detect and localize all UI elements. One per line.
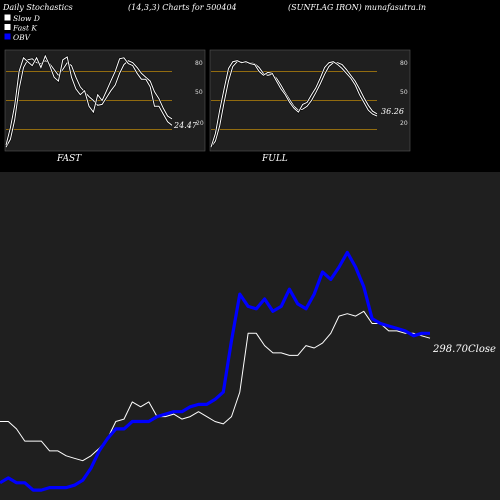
full-tick-50: 50 [400, 89, 408, 96]
bottom-series-close [0, 310, 431, 462]
bottom-series-obv [0, 250, 430, 492]
fast-last-value: 24.47 [173, 121, 198, 130]
fast-stochastic-panel: 80 50 20 24.47 [4, 49, 206, 152]
fast-series-fast-k [5, 54, 173, 146]
price-panel-background [0, 172, 500, 500]
close-value-label: 298.70Close [432, 344, 496, 355]
legend: Slow D Fast K OBV [4, 14, 40, 42]
title-left: Daily Stochastics [2, 3, 73, 12]
fast-tick-20: 20 [196, 120, 204, 127]
legend-label-fast-k: Fast K [12, 24, 37, 33]
fast-tick-50: 50 [195, 89, 203, 96]
full-stochastic-panel: 80 50 20 36.26 [209, 49, 411, 152]
legend-label-slow-d: Slow D [13, 14, 40, 23]
price-obv-panel: 298.70Close [0, 172, 500, 500]
close-suffix: Close [468, 344, 496, 355]
close-value: 298.70 [432, 344, 469, 355]
legend-swatch-obv [4, 33, 11, 40]
fast-tick-80: 80 [195, 60, 203, 67]
fast-caption: FAST [56, 154, 82, 164]
fast-series-slow-d [5, 58, 173, 148]
full-caption: FULL [261, 154, 288, 164]
title-center: (14,3,3) Charts for 500404 [128, 3, 237, 12]
legend-swatch-fast-k [4, 24, 11, 30]
full-series-fast-k [210, 60, 378, 148]
full-last-value: 36.26 [381, 107, 404, 116]
full-tick-80: 80 [400, 60, 408, 67]
legend-swatch-slow-d [4, 14, 11, 21]
full-tick-20: 20 [400, 120, 408, 127]
legend-label-obv: OBV [13, 33, 32, 42]
title-right: (SUNFLAG IRON) munafasutra.in [288, 3, 426, 12]
